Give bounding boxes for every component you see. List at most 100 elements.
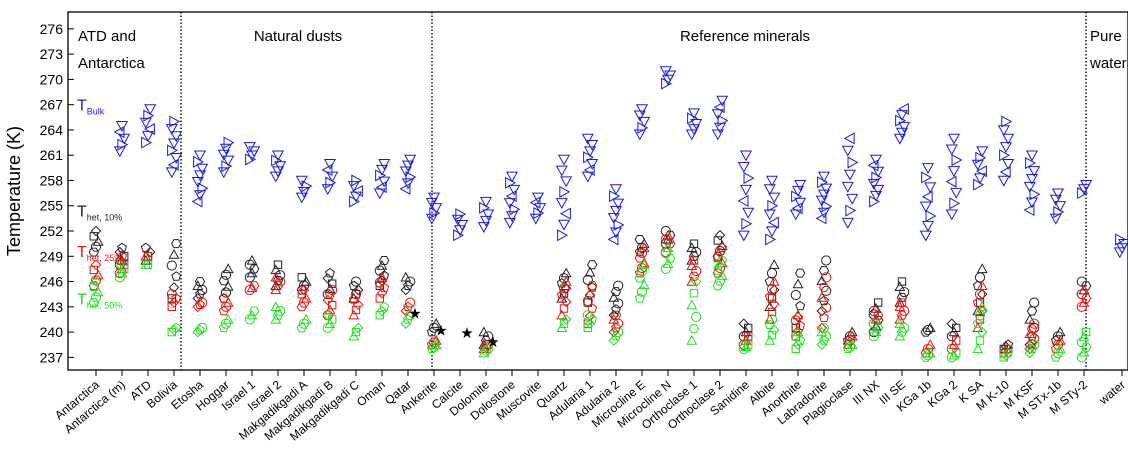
data-point: [818, 282, 830, 292]
data-point: [171, 293, 182, 303]
data-point: [766, 314, 778, 325]
data-point: [1076, 337, 1087, 348]
data-point: [945, 144, 958, 156]
data-point: [1023, 181, 1036, 193]
data-point: [768, 259, 780, 269]
data-point: [480, 346, 492, 356]
data-point: [321, 184, 334, 196]
data-point: [352, 284, 364, 296]
data-point: [662, 242, 674, 253]
data-point: [348, 309, 360, 320]
data-point: [767, 294, 777, 303]
data-point: [1003, 347, 1014, 358]
data-point: [1029, 297, 1040, 308]
data-point: [738, 343, 749, 355]
data-point: [817, 176, 829, 189]
data-point: [218, 276, 229, 286]
y-tick-label: 261: [40, 147, 64, 163]
data-point: [714, 275, 726, 286]
data-point: [899, 322, 910, 333]
data-point: [691, 265, 702, 277]
data-point: [376, 259, 388, 270]
data-point: [691, 311, 702, 323]
data-point: [896, 292, 908, 302]
star-marker: ★: [486, 334, 499, 351]
data-point: [271, 150, 285, 162]
data-point: [817, 207, 831, 219]
data-point: [503, 217, 516, 229]
data-point: [1051, 188, 1065, 200]
data-point: [351, 305, 361, 315]
data-point: [841, 181, 854, 193]
data-point: [895, 114, 907, 127]
data-point: [586, 140, 599, 151]
data-point: [688, 271, 700, 281]
data-point: [925, 209, 937, 223]
data-point: [557, 229, 569, 242]
data-point: [218, 305, 229, 316]
data-point: [766, 268, 778, 279]
data-point: [529, 213, 542, 225]
data-point: [503, 198, 516, 209]
data-point: [244, 314, 255, 325]
data-point: [791, 332, 800, 341]
data-point: [428, 341, 440, 352]
data-point: [688, 324, 700, 334]
data-point: [739, 150, 753, 162]
data-point: [737, 194, 749, 207]
data-point: [740, 341, 752, 352]
data-point: [613, 298, 624, 309]
data-point: [999, 353, 1008, 362]
y-tick-label: 252: [40, 223, 64, 239]
data-point: [921, 220, 935, 232]
data-point: [583, 323, 592, 333]
data-point: [608, 326, 620, 338]
data-point: [197, 297, 208, 308]
data-point: [1082, 327, 1091, 337]
data-point: [794, 180, 807, 191]
data-point: [376, 305, 388, 317]
data-point: [737, 230, 750, 242]
data-point: [1080, 180, 1093, 191]
data-point: [244, 272, 255, 283]
data-point: [766, 284, 778, 295]
data-point: [192, 301, 204, 313]
data-point: [871, 171, 883, 184]
data-point: [400, 318, 412, 329]
data-point: [717, 242, 728, 253]
data-point: [375, 294, 384, 303]
group-header-line: Natural dusts: [254, 28, 342, 45]
data-point: [321, 163, 333, 176]
data-point: [922, 324, 934, 336]
data-point: [686, 260, 698, 270]
data-point: [896, 310, 908, 320]
data-point: [90, 225, 102, 237]
data-point: [220, 269, 232, 280]
data-point: [401, 178, 415, 190]
data-point: [665, 253, 676, 263]
data-point: [897, 102, 909, 115]
data-point: [170, 152, 183, 164]
data-point: [976, 263, 988, 274]
data-point: [167, 144, 179, 157]
data-point: [350, 289, 362, 300]
data-point: [634, 273, 645, 283]
data-point: [296, 302, 307, 312]
data-point: [634, 246, 645, 257]
data-point: [509, 203, 521, 216]
data-point: [1029, 188, 1041, 201]
data-point: [222, 280, 234, 291]
data-point: [951, 153, 963, 167]
data-point: [352, 322, 364, 334]
series-label-sub: het, 50%: [87, 300, 123, 310]
data-point: [947, 166, 961, 178]
data-point: [767, 199, 779, 212]
data-point: [612, 198, 625, 210]
data-point: [167, 302, 176, 312]
data-point: [328, 300, 337, 310]
data-point: [946, 352, 957, 363]
data-point: [660, 248, 671, 259]
data-point: [223, 136, 235, 149]
data-point: [1029, 333, 1040, 344]
data-point: [711, 129, 724, 141]
